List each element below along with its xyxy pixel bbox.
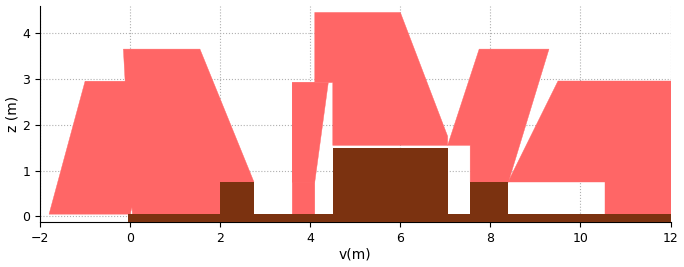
Bar: [220, 182, 254, 222]
Bar: [605, 214, 673, 222]
Polygon shape: [49, 81, 166, 214]
Polygon shape: [447, 49, 549, 182]
X-axis label: v(m): v(m): [339, 248, 371, 261]
Bar: [315, 214, 333, 222]
Bar: [508, 214, 605, 222]
Polygon shape: [123, 49, 254, 214]
Polygon shape: [292, 83, 328, 182]
Polygon shape: [508, 81, 670, 214]
Bar: [128, 214, 222, 222]
Bar: [333, 148, 447, 222]
Y-axis label: z (m): z (m): [5, 96, 20, 132]
Polygon shape: [292, 83, 315, 214]
Bar: [470, 182, 508, 222]
Bar: [447, 214, 470, 222]
Bar: [292, 214, 315, 222]
Polygon shape: [315, 13, 447, 146]
Bar: [254, 214, 292, 222]
